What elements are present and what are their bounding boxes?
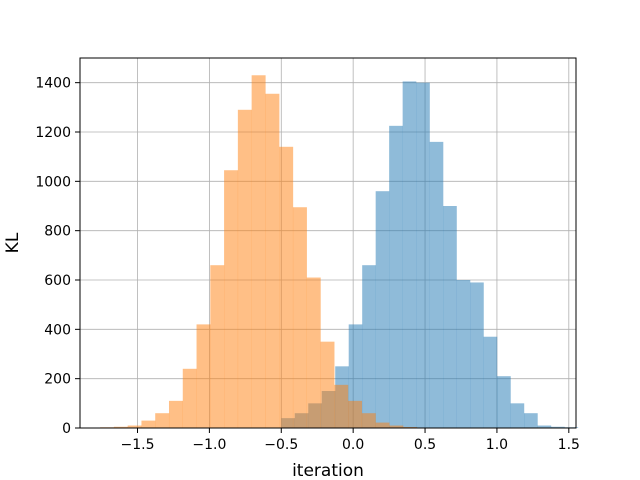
x-axis-label: iteration [292,461,364,480]
series-1-bar [292,207,307,428]
series-1-bar [182,368,197,428]
x-axis-ticks: −1.5 −1.0 −0.5 0.0 0.5 1.0 1.5 [121,428,580,453]
series-1-bar [320,341,335,428]
series-1-bar [251,75,266,429]
y-tick-label: 200 [44,372,71,388]
series-0-bar [483,336,498,428]
y-tick-label: 800 [44,224,71,240]
series-0-bar [524,413,538,428]
series-0-bar [375,191,390,428]
series-1-bar [196,324,211,428]
series-1-bar [237,109,252,429]
y-tick-label: 1400 [35,76,71,92]
y-tick-label: 1000 [35,174,71,190]
y-tick-label: 400 [44,322,71,338]
plot-frame [79,57,577,429]
x-tick-label: −1.5 [121,437,155,453]
series-1-bar [375,422,390,428]
y-axis-label: KL [3,232,23,253]
series-0-bar [497,376,511,428]
series-1-bar [348,400,363,428]
series-0-bar [537,425,552,428]
series-1-bar [306,277,321,428]
y-tick-label: 600 [44,273,71,289]
series-1-bar [127,425,142,428]
series-1-bar [334,384,349,428]
series-1-bar [155,413,170,428]
x-tick-label: −1.0 [192,437,226,453]
series-1-bar [210,265,225,428]
histogram-bars [100,75,579,429]
series-1-bar [361,413,376,428]
series-1-bar [265,93,280,429]
x-tick-label: 0.0 [342,437,364,453]
series-1-bar [279,146,294,429]
y-tick-label: 1200 [35,125,71,141]
x-tick-label: 0.5 [414,437,436,453]
series-1-bar [389,425,404,428]
series-0-bar [416,82,430,429]
series-0-bar [510,403,525,428]
x-tick-label: 1.5 [558,437,580,453]
y-axis-ticks: 0 200 400 600 800 1000 1200 1400 [35,76,80,437]
series-1-bar [224,170,239,428]
x-tick-label: −0.5 [264,437,298,453]
series-0-bar [443,206,457,428]
series-1-bar [168,400,183,428]
series-0-bar [470,282,484,428]
series-0-bar [550,426,565,428]
series-0-bar [402,81,417,428]
series-0-bar [362,265,376,428]
y-tick-label: 0 [62,421,71,437]
series-0-bar [429,141,444,428]
series-0-bar [456,280,471,428]
series-0-bar [389,125,403,428]
series-1-bar [113,426,128,428]
series-1-bar [141,420,156,428]
x-tick-label: 1.0 [486,437,508,453]
